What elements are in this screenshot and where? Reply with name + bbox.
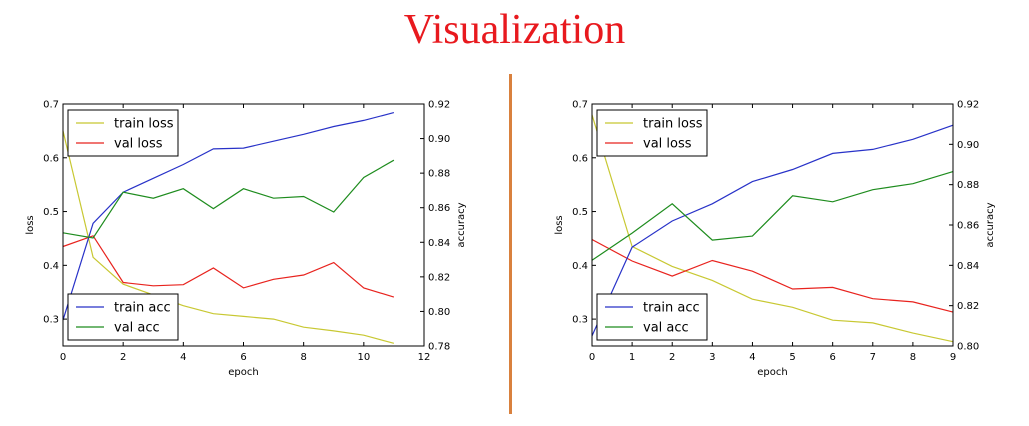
x-tick-label: 4 xyxy=(180,352,186,363)
y-right-tick-label: 0.88 xyxy=(957,180,979,191)
series-line-val-acc xyxy=(591,171,954,261)
y-right-tick-label: 0.78 xyxy=(428,342,450,353)
y-left-tick-label: 0.4 xyxy=(572,261,588,272)
y-left-tick-label: 0.6 xyxy=(43,153,59,164)
legend-label: val acc xyxy=(114,321,160,336)
y-right-tick-label: 0.86 xyxy=(428,203,450,214)
legend-box xyxy=(596,109,708,157)
x-tick-label: 0 xyxy=(60,352,66,363)
y-right-axis-title: accuracy xyxy=(985,202,996,247)
y-left-tick-label: 0.3 xyxy=(43,315,59,326)
x-tick-label: 8 xyxy=(910,352,916,363)
x-tick-label: 9 xyxy=(950,352,956,363)
y-right-tick-label: 0.92 xyxy=(957,100,979,111)
y-left-tick-label: 0.5 xyxy=(572,207,588,218)
series-line-train-acc xyxy=(62,112,395,321)
x-axis-title: epoch xyxy=(757,367,787,378)
x-tick-label: 10 xyxy=(357,352,370,363)
legend: train loss val loss xyxy=(67,109,179,157)
x-tick-label: 1 xyxy=(629,352,635,363)
y-left-axis-title: loss xyxy=(554,215,565,234)
legend-box xyxy=(67,293,179,341)
y-right-tick-label: 0.82 xyxy=(428,272,450,283)
legend-label: train loss xyxy=(643,117,703,132)
legend-box xyxy=(596,293,708,341)
divider-line xyxy=(509,74,512,414)
x-tick-label: 0 xyxy=(589,352,595,363)
legend: train acc val acc xyxy=(67,293,179,341)
legend-label: val loss xyxy=(643,137,692,152)
series-line-val-loss xyxy=(62,235,395,298)
y-right-tick-label: 0.86 xyxy=(957,221,979,232)
x-tick-label: 12 xyxy=(418,352,431,363)
y-right-tick-label: 0.80 xyxy=(957,342,979,353)
x-tick-label: 7 xyxy=(870,352,876,363)
y-left-tick-label: 0.3 xyxy=(572,315,588,326)
legend: train loss val loss xyxy=(596,109,708,157)
series-line-train-loss xyxy=(62,130,395,344)
page-title: Visualization xyxy=(403,7,626,53)
y-left-tick-label: 0.4 xyxy=(43,261,59,272)
legend-label: val loss xyxy=(114,137,163,152)
x-tick-label: 4 xyxy=(749,352,755,363)
legend-label: train acc xyxy=(114,301,171,316)
series-line-val-acc xyxy=(62,159,395,239)
y-right-tick-label: 0.80 xyxy=(428,307,450,318)
x-tick-label: 3 xyxy=(709,352,715,363)
x-tick-label: 5 xyxy=(789,352,795,363)
y-right-tick-label: 0.84 xyxy=(957,261,979,272)
x-tick-label: 6 xyxy=(829,352,835,363)
y-right-tick-label: 0.90 xyxy=(957,140,979,151)
x-tick-label: 6 xyxy=(240,352,246,363)
y-right-tick-label: 0.88 xyxy=(428,169,450,180)
y-right-tick-label: 0.92 xyxy=(428,100,450,111)
y-right-tick-label: 0.84 xyxy=(428,238,450,249)
legend-label: train acc xyxy=(643,301,700,316)
y-left-axis-title: loss xyxy=(25,215,36,234)
x-tick-label: 2 xyxy=(120,352,126,363)
legend-label: val acc xyxy=(643,321,689,336)
y-right-tick-label: 0.90 xyxy=(428,134,450,145)
y-left-tick-label: 0.6 xyxy=(572,153,588,164)
y-left-tick-label: 0.5 xyxy=(43,207,59,218)
y-right-tick-label: 0.82 xyxy=(957,301,979,312)
series-line-train-loss xyxy=(591,114,954,343)
x-axis-title: epoch xyxy=(228,367,258,378)
x-tick-label: 8 xyxy=(300,352,306,363)
y-left-tick-label: 0.7 xyxy=(572,100,588,111)
y-left-tick-label: 0.7 xyxy=(43,100,59,111)
legend: train acc val acc xyxy=(596,293,708,341)
series-line-train-acc xyxy=(591,124,954,337)
legend-label: train loss xyxy=(114,117,174,132)
x-tick-label: 2 xyxy=(669,352,675,363)
legend-box xyxy=(67,109,179,157)
y-right-axis-title: accuracy xyxy=(456,202,467,247)
series-line-val-loss xyxy=(591,238,954,313)
